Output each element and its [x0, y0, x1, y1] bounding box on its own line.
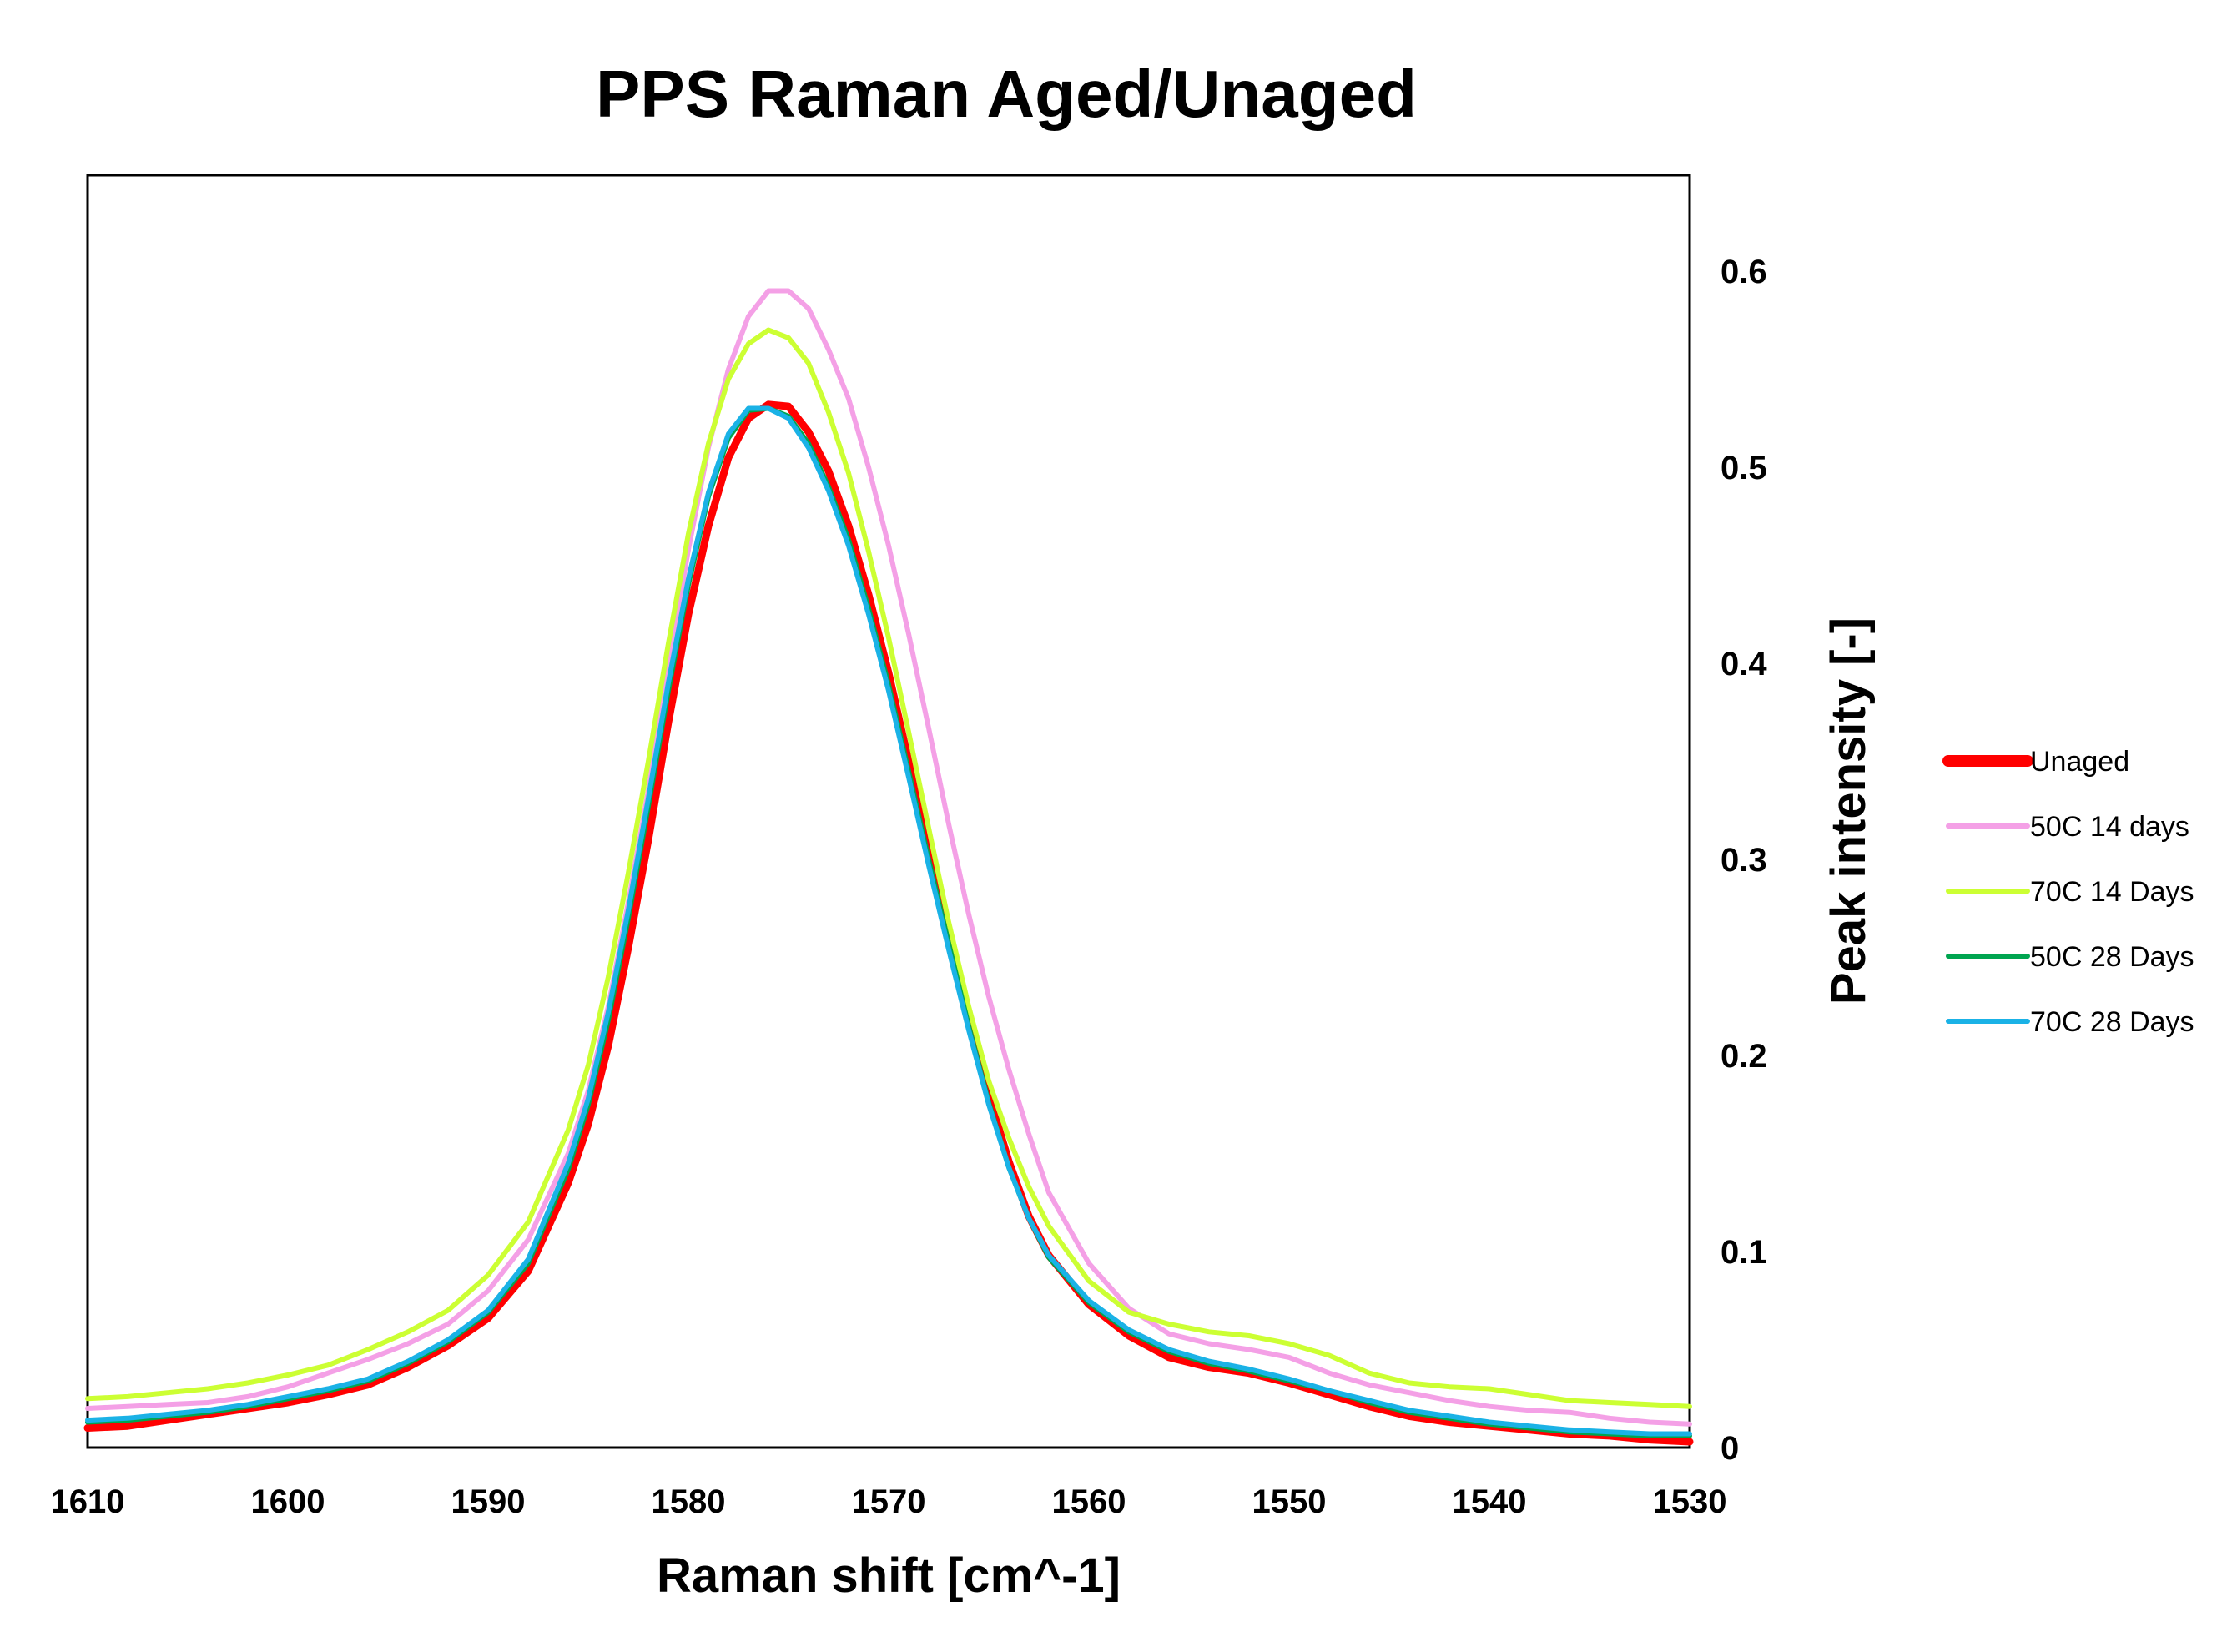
x-axis-ticks: 1610 1600 1590 1580 1570 1560 1550 1540 1530: [51, 1483, 1727, 1520]
legend-label: Unaged: [2030, 746, 2129, 778]
series-line-unaged: [83, 400, 1694, 1446]
x-tick-label: 1610: [51, 1483, 125, 1520]
legend-label: 50C 14 days: [2030, 811, 2189, 843]
legend: Unaged 50C 14 days 70C 14 Days 50C 28 Days 7…: [1942, 746, 2194, 1038]
x-tick-label: 1530: [1653, 1483, 1727, 1520]
legend-label: 70C 28 Days: [2030, 1006, 2194, 1038]
series-line-70c-14-days: [85, 327, 1692, 1409]
legend-label: 50C 28 Days: [2030, 941, 2194, 973]
chart-title: PPS Raman Aged/Unaged: [596, 57, 1417, 131]
y-tick-label: 0.6: [1721, 254, 1767, 290]
y-tick-label: 0.1: [1721, 1234, 1767, 1271]
series-line-50c-14-days: [85, 288, 1692, 1427]
y-axis-ticks: 0 0.1 0.2 0.3 0.4 0.5 0.6: [1721, 254, 1767, 1467]
x-tick-label: 1550: [1252, 1483, 1327, 1520]
y-tick-label: 0.5: [1721, 450, 1767, 486]
x-tick-label: 1560: [1052, 1483, 1126, 1520]
x-axis-title: Raman shift [cm^-1]: [657, 1549, 1121, 1603]
y-tick-label: 0.4: [1721, 646, 1767, 682]
x-tick-label: 1590: [451, 1483, 526, 1520]
x-tick-label: 1580: [652, 1483, 726, 1520]
plot-area: [86, 174, 1691, 1449]
series-layer: [83, 288, 1694, 1446]
series-line-70c-28-days: [85, 405, 1692, 1437]
y-tick-label: 0.2: [1721, 1038, 1767, 1075]
y-tick-label: 0: [1721, 1430, 1739, 1467]
x-tick-label: 1570: [852, 1483, 926, 1520]
y-axis-title: Peak intensity [-]: [1821, 617, 1876, 1005]
y-tick-label: 0.3: [1721, 842, 1767, 879]
x-tick-label: 1600: [251, 1483, 325, 1520]
x-tick-label: 1540: [1453, 1483, 1527, 1520]
legend-label: 70C 14 Days: [2030, 876, 2194, 908]
